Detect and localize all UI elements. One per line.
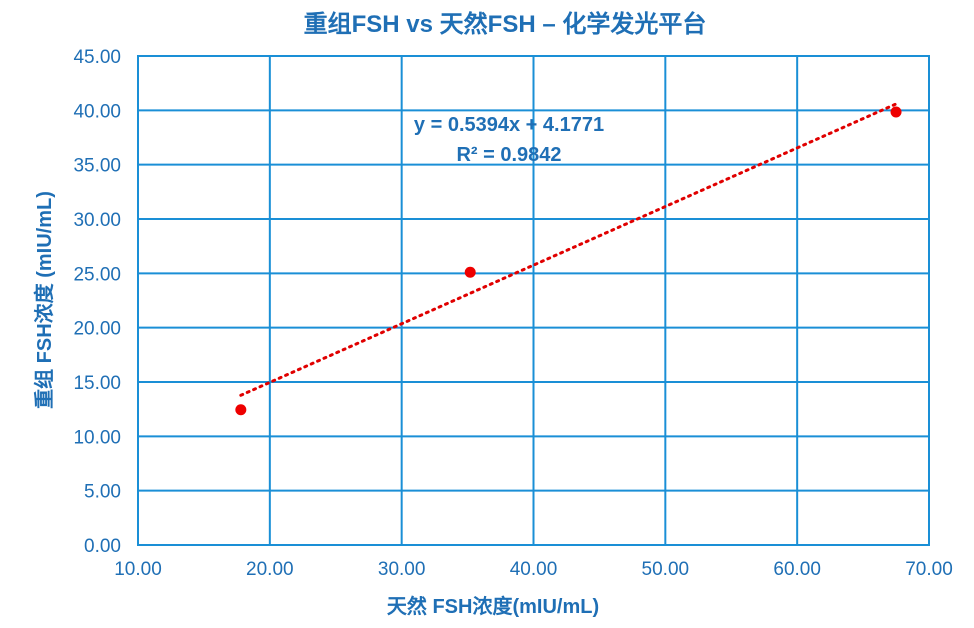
- x-tick-label: 40.00: [510, 559, 558, 580]
- y-axis-title: 重组 FSH浓度 (mIU/mL): [32, 191, 56, 409]
- data-points: [235, 106, 902, 416]
- data-point: [890, 106, 902, 118]
- y-tick-label: 5.00: [84, 482, 121, 503]
- y-tick-label: 15.00: [73, 373, 121, 394]
- x-axis-title: 天然 FSH浓度(mIU/mL): [387, 594, 599, 618]
- data-point: [235, 404, 247, 416]
- chart-title: 重组FSH vs 天然FSH – 化学发光平台: [304, 10, 707, 38]
- x-tick-label: 20.00: [246, 559, 294, 580]
- x-tick-label: 30.00: [378, 559, 426, 580]
- y-tick-label: 35.00: [73, 156, 121, 177]
- y-tick-label: 45.00: [73, 47, 121, 68]
- plot-area-border: [137, 55, 930, 546]
- x-tick-label: 10.00: [114, 559, 162, 580]
- linear-trendline: [239, 102, 898, 397]
- trendline-equation: y = 0.5394x + 4.1771: [414, 114, 604, 136]
- y-tick-label: 25.00: [73, 264, 121, 285]
- y-tick-label: 0.00: [84, 536, 121, 557]
- x-tick-label: 50.00: [642, 559, 690, 580]
- x-axis-ticks: 10.00 20.00 30.00 40.00 50.00 60.00 70.00: [114, 559, 953, 580]
- x-tick-label: 70.00: [905, 559, 953, 580]
- r-squared-label: R² = 0.9842: [456, 144, 561, 166]
- y-tick-label: 10.00: [73, 427, 121, 448]
- y-tick-label: 40.00: [73, 101, 121, 122]
- y-axis-ticks: 0.00 5.00 10.00 15.00 20.00 25.00 30.00 35.00 40…: [73, 47, 121, 557]
- y-tick-label: 30.00: [73, 210, 121, 231]
- x-tick-label: 60.00: [773, 559, 821, 580]
- data-point: [464, 266, 476, 278]
- y-tick-label: 20.00: [73, 319, 121, 340]
